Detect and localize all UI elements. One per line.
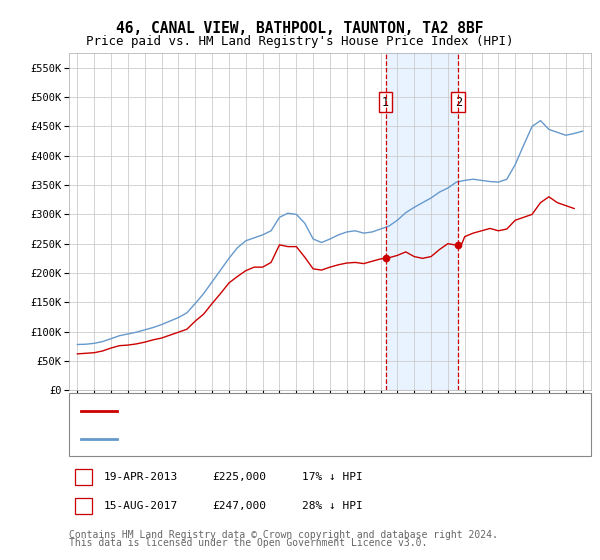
Text: £225,000: £225,000	[212, 472, 266, 482]
Text: 28% ↓ HPI: 28% ↓ HPI	[302, 501, 362, 511]
Bar	[386, 53, 458, 390]
Text: Contains HM Land Registry data © Crown copyright and database right 2024.: Contains HM Land Registry data © Crown c…	[69, 530, 498, 540]
Text: 46, CANAL VIEW, BATHPOOL, TAUNTON, TA2 8BF (detached house): 46, CANAL VIEW, BATHPOOL, TAUNTON, TA2 8…	[123, 406, 521, 416]
Text: 46, CANAL VIEW, BATHPOOL, TAUNTON, TA2 8BF: 46, CANAL VIEW, BATHPOOL, TAUNTON, TA2 8…	[116, 21, 484, 36]
Text: Price paid vs. HM Land Registry's House Price Index (HPI): Price paid vs. HM Land Registry's House …	[86, 35, 514, 48]
Text: 17% ↓ HPI: 17% ↓ HPI	[302, 472, 362, 482]
Text: 2: 2	[80, 501, 87, 511]
Text: £247,000: £247,000	[212, 501, 266, 511]
Text: 1: 1	[382, 96, 389, 109]
Text: This data is licensed under the Open Government Licence v3.0.: This data is licensed under the Open Gov…	[69, 538, 427, 548]
Text: 1: 1	[80, 472, 87, 482]
Text: 2: 2	[455, 96, 462, 109]
Text: 19-APR-2013: 19-APR-2013	[104, 472, 178, 482]
Text: 15-AUG-2017: 15-AUG-2017	[104, 501, 178, 511]
Text: HPI: Average price, detached house, Somerset: HPI: Average price, detached house, Some…	[123, 433, 420, 444]
